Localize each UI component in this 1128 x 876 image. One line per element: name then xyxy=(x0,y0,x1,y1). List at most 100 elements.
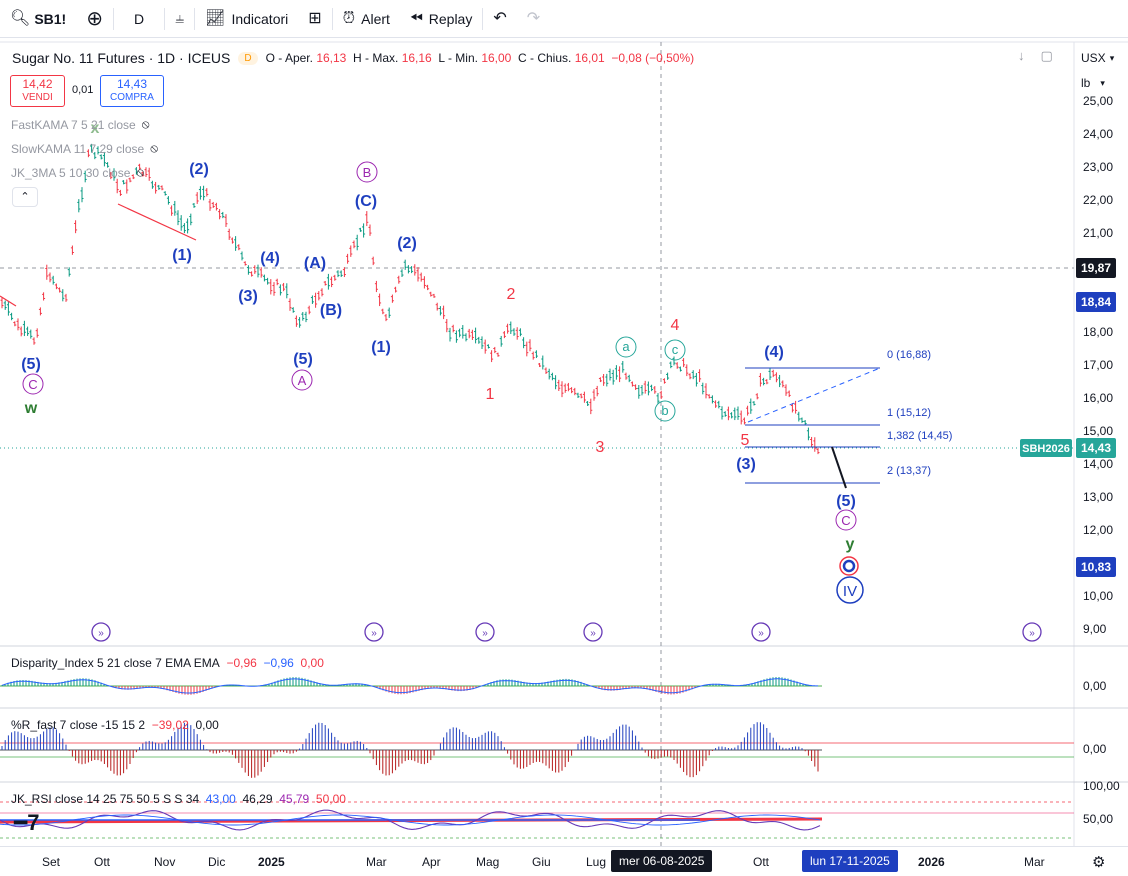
time-label: Lug xyxy=(586,855,607,869)
unit-select[interactable]: lb ▾ xyxy=(1076,72,1126,94)
price-axis-label: 15,00 xyxy=(1083,424,1113,438)
layouts-button[interactable]: ⊞ xyxy=(298,0,331,38)
price-axis-label: 14,00 xyxy=(1083,457,1113,471)
eye-hidden-icon[interactable]: ⦸ xyxy=(136,165,145,179)
wave-label: 3 xyxy=(596,439,605,456)
price-axis-label: 10,00 xyxy=(1083,589,1113,603)
divider xyxy=(112,7,114,30)
symbol-tag-label: SBH2026 xyxy=(1022,443,1070,455)
price-axis-label: 17,00 xyxy=(1083,358,1113,372)
indicator-label: SlowKAMA 11 7 29 close xyxy=(11,141,145,156)
target-price: 10,83 xyxy=(1081,560,1111,574)
wpr-axis-label: 0,00 xyxy=(1083,742,1107,756)
event-marker-icon[interactable] xyxy=(583,622,603,642)
arrow-down-icon[interactable]: ↓ xyxy=(1018,48,1025,63)
symbol-title[interactable]: Sugar No. 11 Futures · 1D · ICEUS xyxy=(12,50,231,66)
wave-label: 1 xyxy=(486,386,495,403)
sell-button[interactable]: 14,42 VENDI xyxy=(10,75,65,107)
disparity-line xyxy=(1,678,819,694)
settings-gear-icon[interactable]: ⚙ xyxy=(1092,854,1106,871)
alert-button[interactable]: ⏰︎ Alert xyxy=(333,0,400,38)
fib-label: 2 (13,37) xyxy=(887,465,931,477)
wave-label: (5) xyxy=(21,356,41,373)
chart-type-button[interactable]: ⫨ xyxy=(165,0,194,38)
indicator-slowkama[interactable]: SlowKAMA 11 7 29 close ⦸ xyxy=(11,141,158,156)
wave-label: C xyxy=(28,377,37,392)
eye-hidden-icon[interactable]: ⦸ xyxy=(141,117,150,131)
crosshair-price-tag xyxy=(1076,258,1116,278)
wave-label: B xyxy=(363,165,372,180)
indicator-label: JK_3MA 5 10 30 close xyxy=(11,165,131,180)
wpr-histogram xyxy=(1,722,819,778)
event-arrow-icon: » xyxy=(1029,628,1035,639)
rsi-axis-label: 50,00 xyxy=(1083,812,1113,826)
time-label: Mar xyxy=(1024,855,1045,869)
price-axis-label: 21,00 xyxy=(1083,226,1113,240)
time-label: Nov xyxy=(154,855,176,869)
rsi-line-2 xyxy=(0,814,821,826)
fib-label: 1 (15,12) xyxy=(887,407,931,419)
trendline xyxy=(117,203,197,241)
search-icon: 🔍︎ xyxy=(10,9,31,27)
indicators-button[interactable]: 📈︎ Indicatori xyxy=(195,0,298,38)
maximize-icon[interactable]: ▢ xyxy=(1040,48,1053,63)
time-label: Dic xyxy=(208,855,226,869)
alert-label: Alert xyxy=(361,10,390,27)
event-marker-icon[interactable] xyxy=(475,622,495,642)
wave-label: b xyxy=(661,403,668,418)
wpr-legend: %R_fast 7 close -15 15 2 −39,02 0,00 xyxy=(11,718,219,732)
redo-button[interactable]: ↷ xyxy=(517,0,550,38)
wave-label: (4) xyxy=(764,344,784,361)
time-label: 2025 xyxy=(258,855,285,869)
chevron-up-icon: ⌃ xyxy=(20,191,30,203)
fib-label: 0 (16,88) xyxy=(887,349,931,361)
event-arrow-icon: » xyxy=(758,628,764,639)
pane-controls: ↓ ▢ xyxy=(1018,48,1053,64)
undo-icon: ↶ xyxy=(493,9,507,27)
wave-label: a xyxy=(622,339,630,354)
time-label: Set xyxy=(42,855,61,869)
eye-hidden-icon[interactable]: ⦸ xyxy=(150,141,159,155)
replay-button[interactable]: ⏪︎ Replay xyxy=(400,0,482,38)
undo-button[interactable]: ↶ xyxy=(483,0,516,38)
symbol-search[interactable]: 🔍︎ SB1! xyxy=(0,0,76,38)
price-axis-label: 22,00 xyxy=(1083,193,1113,207)
rsi-axis-label: 100,00 xyxy=(1083,779,1120,793)
event-markers: » » » » » » xyxy=(91,622,1042,642)
ohlc-values: O - Aper. 16,13 H - Max. 16,16 L - Min. … xyxy=(265,51,695,65)
fib-trend-line xyxy=(747,367,881,423)
target-circle xyxy=(839,556,859,576)
event-marker-icon[interactable] xyxy=(751,622,771,642)
wave-label: y xyxy=(846,536,855,553)
wave-label: (5) xyxy=(293,351,313,368)
buy-button[interactable]: 14,43 COMPRA xyxy=(100,75,164,107)
top-toolbar: 🔍︎ SB1! ⊕ D ⫨ 📈︎ Indicatori ⊞ ⏰︎ Alert ⏪… xyxy=(0,0,1128,38)
indicator-jk3ma[interactable]: JK_3MA 5 10 30 close ⦸ xyxy=(11,165,144,180)
event-marker-icon[interactable] xyxy=(364,622,384,642)
collapse-legend-button[interactable]: ⌃ xyxy=(12,187,38,207)
event-marker-icon[interactable] xyxy=(91,622,111,642)
wave-label: (B) xyxy=(320,302,342,319)
disparity-histogram xyxy=(1,677,819,695)
target-circle xyxy=(842,559,856,573)
wave-label: 5 xyxy=(741,432,750,449)
event-arrow-icon: » xyxy=(590,628,596,639)
wave-circle xyxy=(836,576,864,604)
compare-button[interactable]: ⊕ xyxy=(76,0,113,38)
rsi-legend: JK_RSI close 14 25 75 50 5 S S 34 43,00 … xyxy=(11,792,346,806)
alarm-clock-icon: ⏰︎ xyxy=(342,9,356,27)
interval-button[interactable]: D xyxy=(114,0,164,38)
buy-label: COMPRA xyxy=(110,92,154,103)
time-axis[interactable]: Set Ott Nov Dic 2025 Mar Apr Mag Giu Lug… xyxy=(0,846,1128,876)
wave-label: (A) xyxy=(304,255,326,272)
time-label: Giu xyxy=(532,855,551,869)
indicator-fastkama[interactable]: FastKAMA 7 5 21 close ⦸ xyxy=(11,117,150,132)
divider xyxy=(164,7,166,30)
price-axis-label: 13,00 xyxy=(1083,490,1113,504)
wave-label: (1) xyxy=(371,339,391,356)
redo-icon: ↷ xyxy=(526,9,541,27)
event-marker-icon[interactable] xyxy=(1022,622,1042,642)
currency-select[interactable]: USX ▾ xyxy=(1076,47,1126,69)
price-axis-label: 16,00 xyxy=(1083,391,1113,405)
